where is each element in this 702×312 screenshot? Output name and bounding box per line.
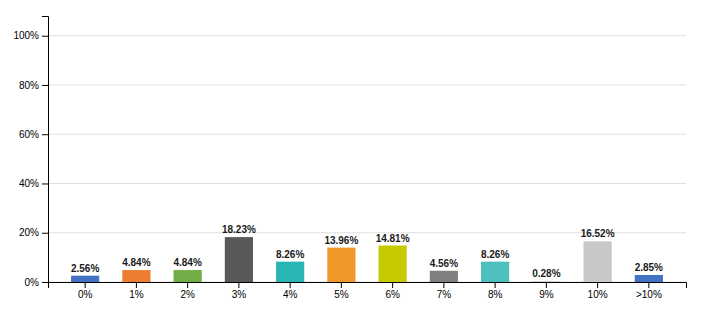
y-axis: 0% 20% 40% 60% 80% 100%: [13, 17, 48, 288]
x-tick: 4%: [283, 282, 298, 300]
x-tick: 6%: [385, 282, 400, 300]
data-label: 14.81%: [376, 233, 410, 244]
y-tick-mark: [42, 282, 48, 283]
x-tick: 5%: [334, 282, 349, 300]
x-tick: 3%: [232, 282, 247, 300]
x-tick-mark: [443, 282, 444, 288]
x-tick: 8%: [488, 282, 503, 300]
grid-line: [48, 134, 686, 135]
bar: [71, 276, 99, 282]
x-tick-label: 8%: [488, 289, 503, 300]
y-tick-label: 0%: [25, 277, 40, 288]
x-tick: 2%: [180, 282, 195, 300]
y-tick-mark: [42, 233, 48, 234]
y-tick-label: 20%: [19, 227, 39, 238]
data-label: 4.84%: [122, 257, 150, 268]
x-tick-mark: [341, 282, 342, 288]
x-tick-mark: [136, 282, 137, 288]
x-tick-label: 3%: [232, 289, 247, 300]
x-tick-mark: [546, 282, 547, 288]
data-label: 2.56%: [71, 263, 99, 274]
x-tick-mark: [290, 282, 291, 288]
chart: 2.56% 4.84% 4.84% 18.23% 8.26% 13.96% 14.81% 4.…: [0, 0, 702, 312]
x-tick-mark: [238, 282, 239, 288]
x-tick: >10%: [636, 282, 662, 300]
x-tick-mark: [187, 282, 188, 288]
data-label: 4.84%: [173, 257, 201, 268]
x-tick-label: 2%: [180, 289, 195, 300]
plot: 2.56% 4.84% 4.84% 18.23% 8.26% 13.96% 14.81% 4.…: [13, 17, 686, 301]
x-axis: 0% 1% 2% 3% 4% 5% 6% 7% 8% 9% 10% >10%: [49, 282, 687, 300]
x-tick-label: >10%: [636, 289, 662, 300]
x-tick: 0%: [78, 282, 93, 300]
bar: [276, 262, 304, 282]
data-labels: 2.56% 4.84% 4.84% 18.23% 8.26% 13.96% 14.81% 4.…: [71, 224, 663, 279]
data-label: 8.26%: [276, 249, 304, 260]
data-label: 16.52%: [581, 228, 615, 239]
x-tick: 1%: [129, 282, 144, 300]
x-tick-label: 9%: [539, 289, 554, 300]
y-tick-mark: [42, 183, 48, 184]
y-tick: 100%: [13, 30, 48, 41]
bar: [430, 271, 458, 282]
grid-line: [48, 35, 686, 36]
y-tick: 20%: [19, 227, 48, 238]
bars: [71, 237, 663, 282]
grid-line: [48, 183, 686, 184]
bar: [379, 246, 407, 282]
x-tick-label: 10%: [588, 289, 608, 300]
x-tick-label: 5%: [334, 289, 349, 300]
data-label: 0.28%: [532, 268, 560, 279]
grid-line: [48, 84, 686, 85]
x-axis-line: [49, 283, 687, 289]
y-tick-mark: [42, 85, 48, 86]
bar: [122, 270, 150, 282]
x-tick-mark: [392, 282, 393, 288]
data-label: 8.26%: [481, 249, 509, 260]
y-tick-label: 40%: [19, 178, 39, 189]
x-tick-label: 7%: [437, 289, 452, 300]
y-tick-mark: [42, 36, 48, 37]
grid: [48, 36, 686, 282]
y-tick: 0%: [25, 277, 48, 288]
y-tick-mark: [42, 134, 48, 135]
data-label: 18.23%: [222, 224, 256, 235]
y-tick: 80%: [19, 80, 48, 91]
y-tick-label: 100%: [13, 30, 39, 41]
x-tick-label: 1%: [129, 289, 144, 300]
x-tick-mark: [495, 282, 496, 288]
x-tick-label: 0%: [78, 289, 93, 300]
x-tick-mark: [648, 282, 649, 288]
bar: [481, 262, 509, 282]
x-tick: 7%: [437, 282, 452, 300]
x-tick-label: 6%: [385, 289, 400, 300]
y-tick: 40%: [19, 178, 48, 189]
x-tick-mark: [597, 282, 598, 288]
bar: [635, 275, 663, 282]
bar: [532, 281, 560, 282]
y-axis-line: [42, 17, 49, 283]
y-tick-label: 60%: [19, 129, 39, 140]
x-tick: 9%: [539, 282, 554, 300]
data-label: 4.56%: [430, 258, 458, 269]
x-tick-label: 4%: [283, 289, 298, 300]
bar: [584, 241, 612, 282]
data-label: 2.85%: [635, 262, 663, 273]
bar: [225, 237, 253, 282]
y-tick-label: 80%: [19, 80, 39, 91]
x-tick: 10%: [588, 282, 608, 300]
x-tick-mark: [85, 282, 86, 288]
data-label: 13.96%: [324, 235, 358, 246]
bar: [327, 248, 355, 282]
y-tick: 60%: [19, 129, 48, 140]
bar: [174, 270, 202, 282]
